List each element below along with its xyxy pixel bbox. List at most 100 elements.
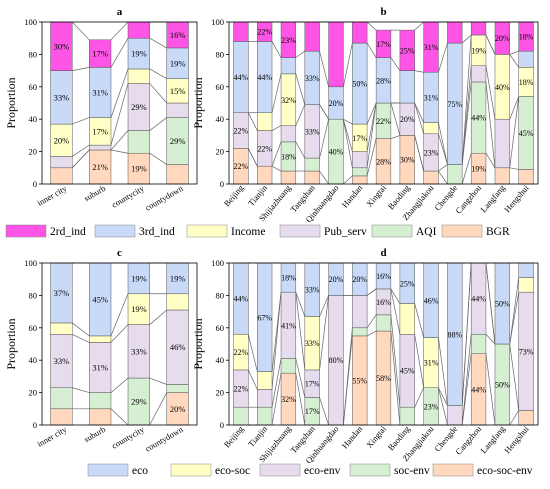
connector-line bbox=[247, 334, 258, 372]
data-label: 22% bbox=[257, 144, 272, 153]
x-tick-label: Handan bbox=[340, 423, 365, 450]
bar-segment bbox=[280, 358, 297, 374]
x-tick-label: inner city bbox=[35, 183, 69, 208]
connector-line bbox=[71, 149, 90, 169]
data-label: 31% bbox=[92, 362, 108, 372]
connector-line bbox=[485, 65, 496, 120]
data-label: 50% bbox=[352, 80, 367, 89]
y-tick-label: 20 bbox=[216, 388, 225, 398]
y-tick-label: 0 bbox=[220, 179, 224, 189]
connector-line bbox=[438, 122, 448, 165]
connector-line bbox=[319, 397, 329, 426]
bar-segment bbox=[304, 157, 320, 172]
legend-swatch bbox=[170, 463, 212, 477]
bar-segment bbox=[352, 295, 368, 329]
data-label: 22% bbox=[234, 348, 249, 357]
y-tick-label: 80 bbox=[216, 290, 225, 300]
bar-segment bbox=[399, 70, 415, 104]
connector-line bbox=[485, 81, 496, 168]
bar-segment bbox=[304, 170, 320, 185]
panel-label: a bbox=[117, 6, 123, 18]
bar-segment bbox=[399, 29, 415, 71]
data-label: 31% bbox=[92, 87, 108, 97]
legend-swatch bbox=[441, 224, 483, 238]
connector-line bbox=[319, 170, 329, 185]
data-label: 31% bbox=[424, 43, 439, 52]
plot-frame bbox=[228, 262, 539, 426]
data-label: 19% bbox=[170, 273, 186, 283]
data-label: 18% bbox=[519, 78, 534, 87]
connector-line bbox=[509, 410, 520, 426]
bar-segment bbox=[166, 293, 189, 311]
connector-line bbox=[414, 102, 425, 134]
connector-line bbox=[110, 130, 129, 151]
legend-swatch bbox=[432, 463, 474, 477]
connector-line bbox=[295, 104, 306, 126]
data-label: 46% bbox=[170, 342, 186, 352]
legend-label: eco-soc-env bbox=[477, 465, 533, 477]
y-tick-label: 100 bbox=[211, 17, 224, 27]
connector-line bbox=[271, 73, 282, 113]
bar-segment bbox=[257, 371, 273, 390]
bar-segment bbox=[423, 170, 439, 185]
connector-line bbox=[72, 322, 90, 337]
bar-segment bbox=[518, 50, 534, 68]
x-tick-label: countycity bbox=[110, 183, 147, 210]
bar-segment bbox=[375, 314, 392, 332]
connector-line bbox=[390, 288, 401, 304]
data-label: 58% bbox=[376, 374, 391, 383]
connector-line bbox=[509, 96, 520, 168]
legend-swatch bbox=[371, 224, 413, 238]
bar-segment bbox=[127, 68, 150, 84]
data-label: 17% bbox=[352, 134, 367, 143]
legend-label: 2rd_ind bbox=[50, 226, 86, 238]
y-axis-title: Proportion bbox=[191, 77, 205, 128]
y-tick-label: 20 bbox=[29, 388, 38, 398]
data-label: 44% bbox=[234, 295, 249, 304]
plot-frame bbox=[228, 21, 539, 185]
connector-line bbox=[149, 37, 167, 49]
connector-line bbox=[319, 104, 329, 120]
bar-segment bbox=[166, 102, 189, 118]
legend-swatch bbox=[94, 224, 136, 238]
data-label: 33% bbox=[305, 74, 320, 83]
data-label: 17% bbox=[305, 407, 320, 416]
bar-segment bbox=[470, 334, 487, 354]
y-tick-label: 40 bbox=[216, 114, 225, 124]
bar-segment bbox=[375, 29, 392, 58]
data-label: 16% bbox=[376, 298, 391, 307]
y-tick-label: 100 bbox=[211, 258, 224, 268]
connector-line bbox=[319, 51, 329, 87]
y-tick-label: 60 bbox=[216, 82, 225, 92]
connector-line bbox=[414, 102, 424, 123]
connector-line bbox=[366, 138, 377, 176]
bar-segment bbox=[50, 408, 73, 426]
data-label: 23% bbox=[424, 402, 439, 411]
connector-line bbox=[509, 167, 519, 170]
connector-line bbox=[414, 21, 424, 31]
connector-line bbox=[149, 377, 167, 385]
y-tick-label: 60 bbox=[216, 323, 225, 333]
legend-label: soc-env bbox=[394, 465, 430, 477]
y-tick-label: 60 bbox=[29, 323, 38, 333]
legend-swatch bbox=[87, 463, 129, 477]
y-axis-title: Proportion bbox=[4, 77, 18, 128]
bar-segment bbox=[89, 408, 112, 426]
legend-swatch bbox=[5, 224, 47, 238]
connector-line bbox=[295, 141, 306, 159]
bar-segment bbox=[494, 167, 510, 185]
y-tick-label: 80 bbox=[216, 49, 225, 59]
y-axis-title: Proportion bbox=[4, 318, 18, 369]
data-label: 44% bbox=[471, 295, 486, 304]
connector-line bbox=[110, 293, 129, 337]
data-label: 22% bbox=[234, 127, 249, 136]
connector-line bbox=[149, 392, 168, 426]
data-label: 29% bbox=[131, 102, 147, 112]
data-label: 18% bbox=[519, 33, 534, 42]
bar-segment bbox=[257, 112, 273, 131]
connector-line bbox=[295, 373, 306, 426]
data-label: 15% bbox=[170, 86, 186, 96]
bar-segment bbox=[89, 335, 112, 343]
bar-segment bbox=[280, 125, 297, 143]
